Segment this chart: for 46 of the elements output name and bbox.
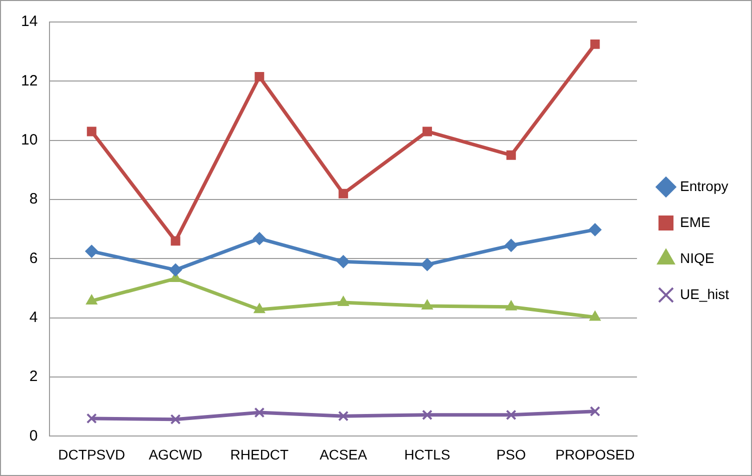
point bbox=[422, 300, 433, 310]
point bbox=[506, 150, 516, 160]
point bbox=[169, 263, 182, 276]
x-tick-label: ACSEA bbox=[320, 446, 368, 462]
x-tick-label: HCTLS bbox=[404, 446, 450, 462]
point bbox=[254, 303, 266, 314]
point bbox=[504, 238, 518, 252]
y-tick-label: 0 bbox=[29, 427, 38, 444]
point bbox=[422, 410, 432, 420]
point bbox=[170, 236, 180, 246]
x-tick-label: RHEDCT bbox=[230, 446, 290, 462]
point bbox=[338, 296, 350, 306]
point bbox=[590, 39, 600, 49]
y-tick-label: 12 bbox=[20, 72, 38, 90]
point bbox=[254, 407, 265, 418]
y-tick-label: 8 bbox=[29, 190, 38, 208]
point bbox=[170, 414, 181, 425]
y-tick-label: 6 bbox=[29, 250, 38, 267]
legend-label: Entropy bbox=[680, 178, 728, 194]
point bbox=[86, 413, 97, 424]
y-tick-label: 2 bbox=[29, 368, 38, 386]
point bbox=[336, 255, 350, 268]
x-tick-label: PROPOSED bbox=[555, 446, 635, 462]
point bbox=[420, 258, 434, 272]
x-tick-label: DCTPSVD bbox=[58, 446, 126, 462]
legend-label: NIQE bbox=[680, 250, 714, 266]
point bbox=[506, 410, 516, 420]
x-tick-label: PSO bbox=[496, 446, 526, 462]
point bbox=[590, 406, 600, 417]
point bbox=[338, 188, 348, 198]
y-tick-label: 10 bbox=[20, 131, 38, 148]
legend-label: UE_hist bbox=[680, 286, 730, 302]
y-tick-label: 14 bbox=[20, 13, 38, 30]
point bbox=[85, 244, 98, 258]
point bbox=[588, 223, 602, 236]
legend-label: EME bbox=[680, 214, 710, 230]
point bbox=[86, 294, 98, 304]
x-tick-label: AGCWD bbox=[148, 446, 202, 462]
point bbox=[252, 232, 266, 246]
point bbox=[422, 126, 432, 136]
point bbox=[254, 72, 264, 82]
point bbox=[338, 410, 349, 422]
point bbox=[86, 126, 96, 136]
point bbox=[505, 300, 517, 310]
point bbox=[589, 310, 601, 321]
y-tick-label: 4 bbox=[29, 309, 38, 326]
